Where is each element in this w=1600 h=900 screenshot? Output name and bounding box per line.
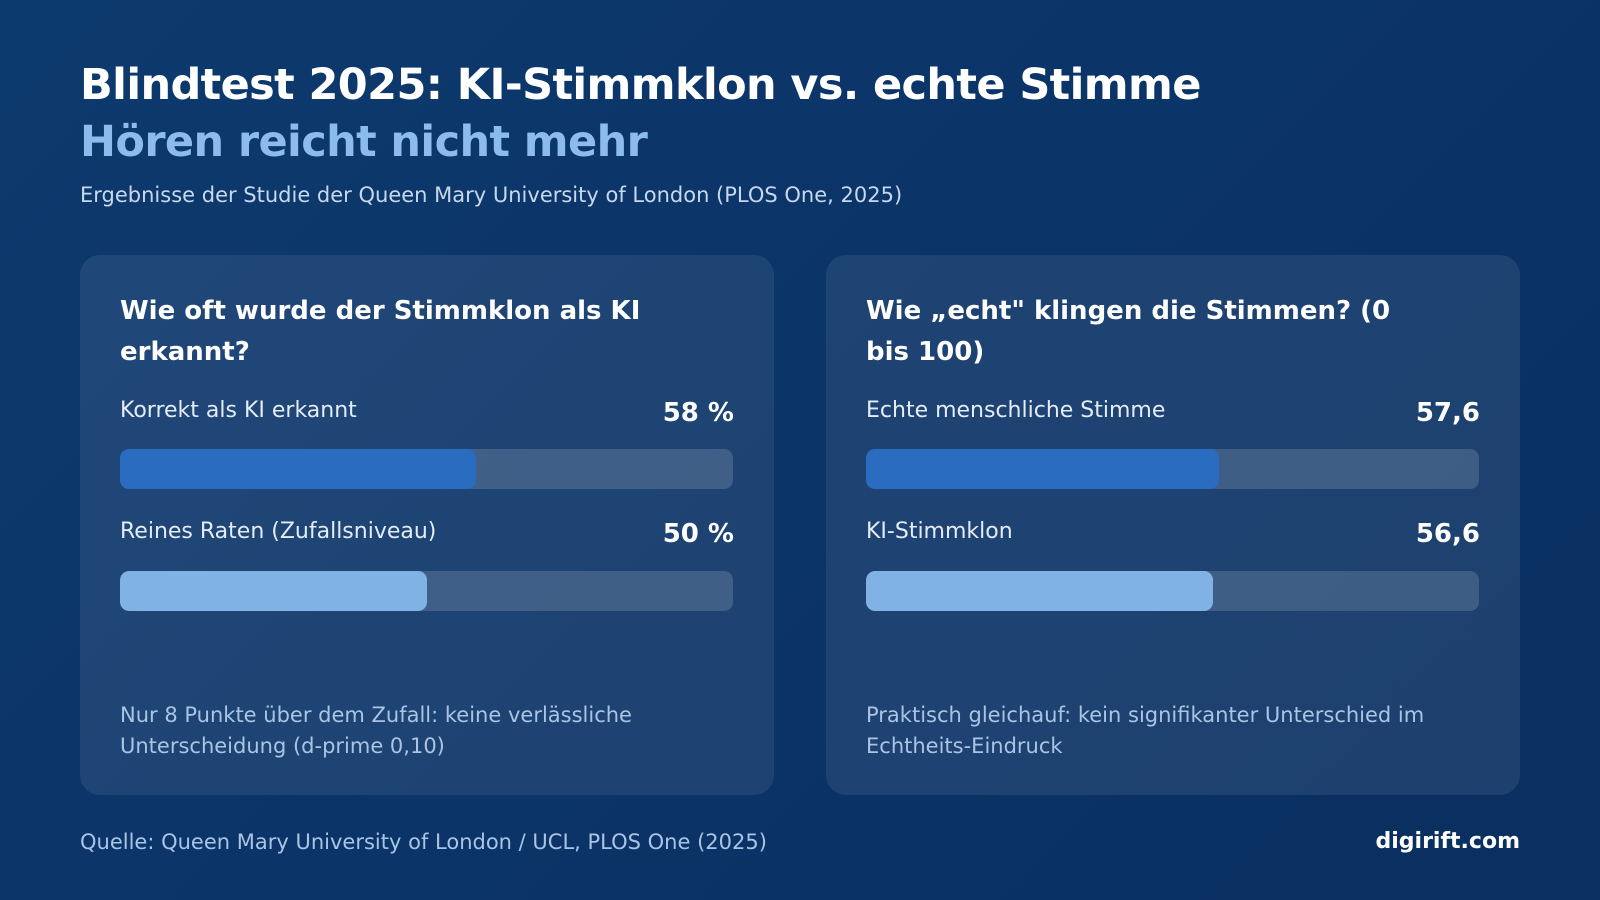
- page-subtitle: Hören reicht nicht mehr: [80, 117, 648, 167]
- bar-track: [120, 449, 733, 489]
- bar-label: Korrekt als KI erkannt: [120, 398, 357, 423]
- chart-note: Praktisch gleichauf: kein signifikanter …: [866, 703, 1425, 758]
- bar: [866, 449, 1220, 489]
- bar-label: Reines Raten (Zufallsniveau): [120, 519, 437, 544]
- bar-track: [120, 571, 733, 611]
- brand-logo[interactable]: digirift.com: [1375, 829, 1521, 854]
- chart-card-detection: Wie oft wurde der Stimmklon als KI erkan…: [80, 255, 774, 795]
- bar: [120, 449, 476, 489]
- bar-label: Echte menschliche Stimme: [866, 398, 1166, 423]
- bar-value-label: 57,6: [1415, 398, 1480, 428]
- bar-value-label: 58 %: [662, 398, 734, 428]
- bar: [866, 571, 1213, 611]
- bar-value-label: 56,6: [1415, 519, 1480, 549]
- chart-note: Nur 8 Punkte über dem Zufall: keine verl…: [120, 703, 632, 758]
- chart-title: Wie „echt" klingen die Stimmen? (0 bis 1…: [866, 296, 1391, 367]
- chart-title: Wie oft wurde der Stimmklon als KI erkan…: [120, 296, 641, 367]
- page-title: Blindtest 2025: KI-Stimmklon vs. echte S…: [80, 60, 1201, 110]
- source-note: Quelle: Queen Mary University of London …: [80, 830, 767, 854]
- bar-track: [866, 449, 1479, 489]
- bar-track: [866, 571, 1479, 611]
- page-caption: Ergebnisse der Studie der Queen Mary Uni…: [80, 183, 903, 207]
- bar-label: KI-Stimmklon: [866, 519, 1013, 544]
- bar: [120, 571, 427, 611]
- bar-value-label: 50 %: [662, 519, 734, 549]
- chart-card-realism: Wie „echt" klingen die Stimmen? (0 bis 1…: [826, 255, 1520, 795]
